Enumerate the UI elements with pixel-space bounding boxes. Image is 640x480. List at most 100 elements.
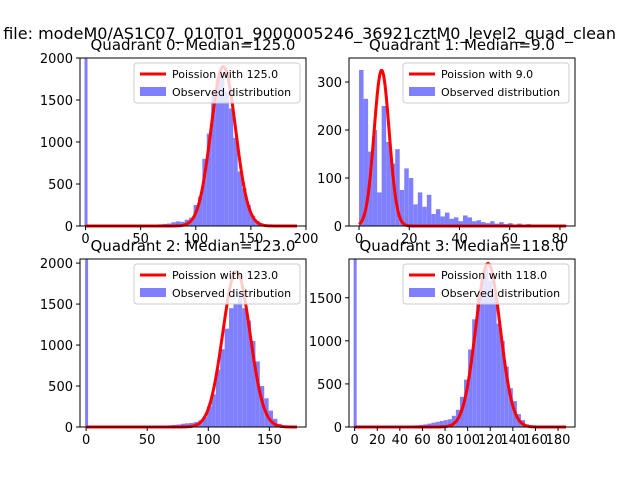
x-tick-label: 40 (451, 232, 468, 247)
histogram-bar (458, 221, 464, 226)
histogram-bar (508, 388, 513, 427)
x-tick-label: 60 (414, 433, 431, 448)
histogram-bar (484, 267, 489, 427)
histogram-bar (490, 221, 495, 226)
y-tick-label: 1500 (40, 94, 73, 109)
histogram-bar (408, 178, 414, 226)
histogram-bar (211, 394, 216, 427)
y-tick-label: 2000 (40, 257, 73, 272)
histogram-bar (481, 222, 486, 226)
x-tick-label: 140 (500, 433, 525, 448)
legend-bar-swatch (409, 87, 435, 96)
histogram-bar (237, 171, 243, 226)
y-tick-label: 1000 (40, 339, 73, 354)
histogram-bar (451, 415, 456, 427)
histogram-bar (197, 196, 203, 226)
histogram-bar (372, 130, 378, 226)
chart-title: Quadrant 3: Median=118.0 (360, 237, 565, 255)
legend-label-observed: Observed distribution (172, 287, 291, 300)
histogram-bar (250, 215, 256, 226)
histogram-bar (246, 205, 251, 226)
histogram-bar (399, 190, 405, 226)
histogram-bar (413, 204, 418, 226)
histogram-bar (215, 79, 221, 226)
x-tick-label: 40 (392, 433, 409, 448)
legend-label-observed: Observed distribution (172, 86, 291, 99)
histogram-bar (246, 320, 252, 427)
histogram-bar (229, 308, 234, 427)
x-tick-label: 0 (82, 433, 90, 448)
histogram-bar (431, 214, 436, 226)
x-tick-label: 60 (501, 232, 518, 247)
figure-suptitle: n file: modeM0/AS1C07_010T01_9000005246_… (0, 24, 616, 44)
zero-bin-bar (353, 259, 357, 427)
x-tick-label: 100 (196, 433, 221, 448)
y-tick-label: 500 (48, 178, 73, 193)
histogram-bar (180, 423, 186, 427)
histogram-bar (444, 212, 450, 226)
y-tick-label: 1000 (309, 335, 342, 350)
legend-bar-swatch (140, 87, 166, 96)
chart-title: Quadrant 0: Median=125.0 (91, 36, 296, 54)
legend-label-observed: Observed distribution (441, 287, 560, 300)
zero-bin-bar (84, 58, 88, 226)
x-tick-label: 160 (523, 433, 548, 448)
histogram-bar (255, 361, 260, 427)
histogram-bar (504, 366, 509, 427)
legend-box (402, 62, 570, 104)
histogram-bar (237, 291, 243, 427)
histogram-bar (468, 349, 473, 427)
legend-bar-swatch (140, 288, 166, 297)
y-tick-label: 1500 (309, 292, 342, 307)
histogram-bar (185, 423, 190, 427)
histogram-bar (440, 216, 445, 226)
legend-label-poisson: Poission with 123.0 (172, 269, 278, 282)
histogram-bar (472, 319, 477, 427)
x-tick-label: 50 (139, 433, 156, 448)
histogram-bar (435, 421, 440, 427)
histogram-bar (395, 149, 400, 226)
histogram-bar (381, 106, 387, 226)
x-tick-label: 120 (478, 433, 503, 448)
chart-title: Quadrant 1: Median=9.0 (369, 36, 555, 54)
histogram-bar (251, 340, 256, 427)
y-tick-label: 200 (317, 124, 342, 139)
y-tick-label: 0 (334, 421, 342, 436)
x-tick-label: 0 (81, 232, 89, 247)
histogram-bar (206, 133, 212, 226)
histogram-bar (202, 417, 208, 427)
histogram-bar (220, 74, 225, 226)
x-tick-label: 0 (351, 433, 359, 448)
histogram-bar (499, 222, 504, 226)
x-tick-label: 20 (401, 232, 418, 247)
histogram-bar (431, 422, 436, 427)
histogram-bar (211, 91, 216, 226)
histogram-bar (207, 406, 212, 427)
histogram-bar (259, 386, 265, 427)
histogram-bar (496, 323, 501, 427)
axes-frame (79, 258, 307, 428)
y-tick-label: 0 (65, 421, 73, 436)
x-tick-label: 80 (552, 232, 569, 247)
x-tick-label: 80 (437, 433, 454, 448)
histogram-bar (377, 192, 382, 226)
histogram-bar (224, 91, 229, 226)
legend-bar-swatch (409, 288, 435, 297)
legend-label-poisson: Poission with 9.0 (441, 68, 533, 81)
axes-frame (348, 57, 576, 227)
legend-box (402, 263, 570, 305)
histogram-bar (449, 218, 454, 226)
chart-panel-1: 0 20 40 60 80 0 100 200 300 Quadrant 1: Median=9.… (317, 36, 576, 247)
histogram-bar (224, 328, 230, 427)
legend-label-poisson: Poission with 118.0 (441, 269, 547, 282)
x-tick-label: 0 (355, 232, 363, 247)
x-tick-label: 50 (132, 232, 149, 247)
histogram-bar (171, 222, 176, 226)
legend-label-observed: Observed distribution (441, 86, 560, 99)
legend-box (133, 62, 301, 104)
histogram-bar (426, 194, 432, 226)
histogram-bar (242, 308, 247, 427)
x-tick-label: 100 (183, 232, 208, 247)
